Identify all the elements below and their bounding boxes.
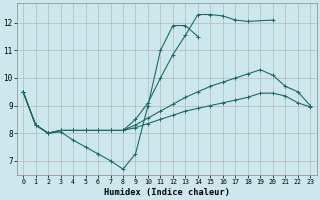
X-axis label: Humidex (Indice chaleur): Humidex (Indice chaleur) — [104, 188, 230, 197]
